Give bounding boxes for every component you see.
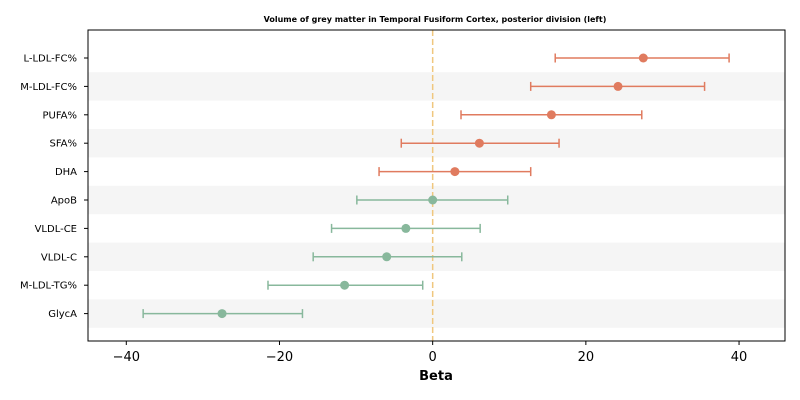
y-label: GlycA <box>48 309 77 320</box>
point-GlycA <box>217 309 227 319</box>
x-axis-label: Beta <box>419 369 453 384</box>
y-label: SFA% <box>49 139 77 150</box>
y-label: M-LDL-FC% <box>20 82 77 93</box>
y-label: VLDL-CE <box>35 224 77 235</box>
x-tick-label: 40 <box>731 350 748 365</box>
y-label: VLDL-C <box>41 252 77 263</box>
x-tick-label: −20 <box>266 350 293 365</box>
plot-frame <box>87 29 786 342</box>
point-SFA% <box>474 138 484 148</box>
y-label: DHA <box>55 167 77 178</box>
x-tick-label: 20 <box>578 350 595 365</box>
y-label: L-LDL-FC% <box>23 54 77 65</box>
y-axis-labels: L-LDL-FC% M-LDL-FC% PUFA% SFA% DHA ApoB VLDL-C… <box>20 54 88 320</box>
point-M-LDL-TG% <box>340 280 350 290</box>
chart-title: Volume of grey matter in Temporal Fusifo… <box>264 15 607 24</box>
y-label: PUFA% <box>42 110 77 121</box>
point-L-LDL-FC% <box>638 53 648 63</box>
point-VLDL-CE <box>401 223 411 233</box>
point-M-LDL-FC% <box>613 81 623 91</box>
x-tick-label: −40 <box>113 350 140 365</box>
point-ApoB <box>428 195 438 205</box>
point-DHA <box>450 167 460 177</box>
y-label: M-LDL-TG% <box>20 281 77 292</box>
point-estimates <box>217 53 648 319</box>
point-VLDL-C <box>382 252 392 262</box>
x-tick-label: 0 <box>429 350 437 365</box>
y-label: ApoB <box>51 196 77 207</box>
x-axis: −40 −20 0 20 40 <box>113 341 748 365</box>
point-PUFA% <box>546 110 556 120</box>
